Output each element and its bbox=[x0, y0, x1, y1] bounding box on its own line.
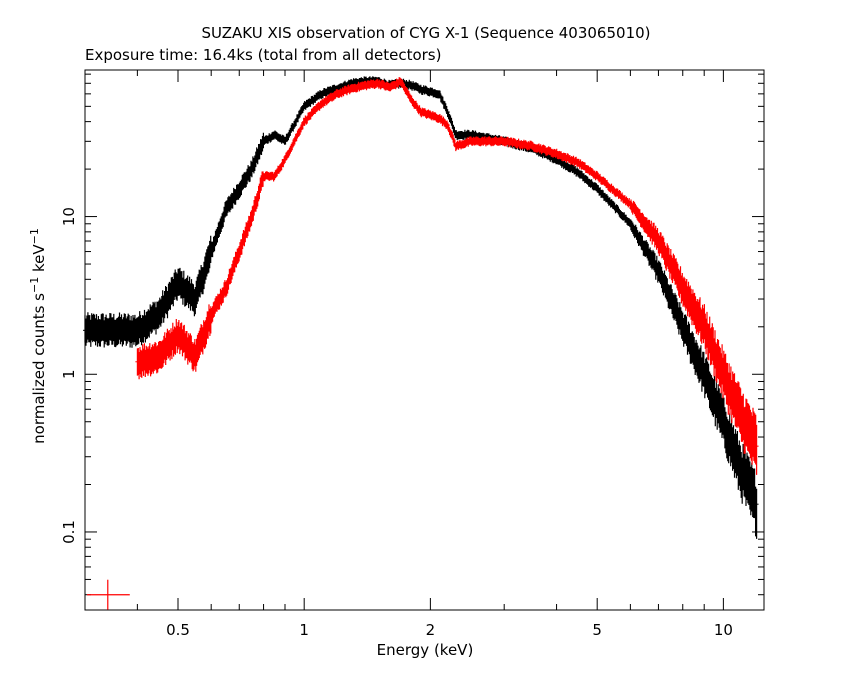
y-tick-label: 0.1 bbox=[60, 520, 78, 544]
plot-area: 0.5 1 2 5 10 0.1 1 10 bbox=[60, 69, 765, 639]
y-axis-label-prefix: normalized counts s bbox=[30, 293, 48, 444]
x-tick-label: 2 bbox=[426, 621, 436, 639]
x-tick-label: 5 bbox=[592, 621, 602, 639]
x-axis-label: Energy (keV) bbox=[377, 641, 474, 659]
y-axis-label-middle: keV bbox=[30, 244, 48, 277]
x-tick-label: 10 bbox=[714, 621, 733, 639]
series-2-line bbox=[137, 81, 758, 447]
x-tick-label: 1 bbox=[299, 621, 309, 639]
y-tick-label: 10 bbox=[60, 207, 78, 226]
chart-title: SUZAKU XIS observation of CYG X-1 (Seque… bbox=[201, 24, 650, 42]
x-tick-label: 0.5 bbox=[166, 621, 190, 639]
series-1-error-bars bbox=[84, 76, 758, 539]
y-axis-label-sup2: −1 bbox=[28, 228, 41, 244]
y-axis-label-sup1: −1 bbox=[28, 277, 41, 293]
chart-subtitle: Exposure time: 16.4ks (total from all de… bbox=[85, 46, 441, 64]
y-tick-label: 1 bbox=[60, 369, 78, 379]
y-axis-label: normalized counts s−1 keV−1 bbox=[28, 228, 49, 444]
